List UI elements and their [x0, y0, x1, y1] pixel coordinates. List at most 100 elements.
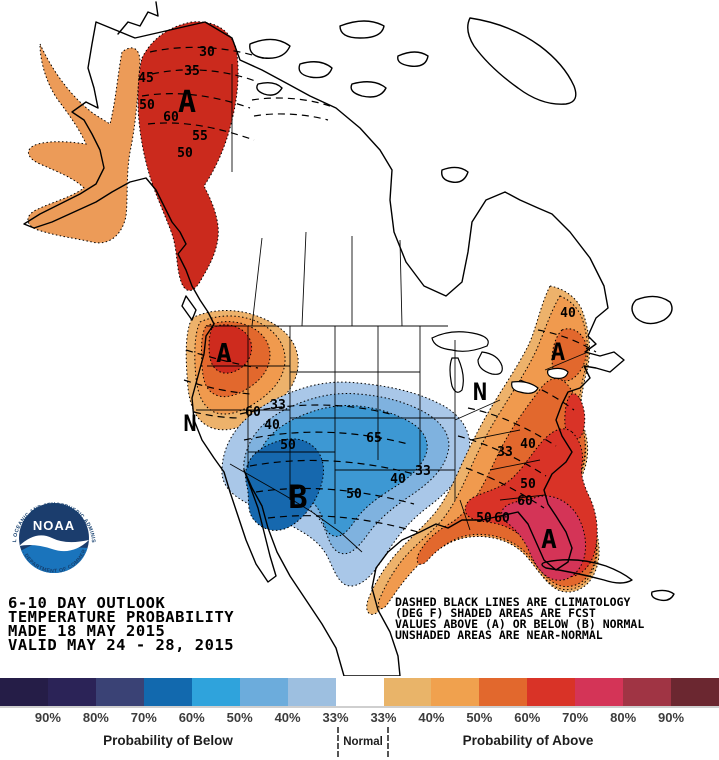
contour-value-label: 50 — [280, 438, 296, 453]
lake-ontario — [547, 367, 569, 379]
note-line-1: DASHED BLACK LINES ARE CLIMATOLOGY — [395, 595, 630, 609]
contour-value-label: 50 — [346, 487, 362, 502]
contour-value-label: 40 — [390, 472, 406, 487]
contour-value-label: 65 — [366, 431, 382, 446]
contour-value-label: 33 — [270, 398, 286, 413]
contour-value-label: 60 — [494, 511, 510, 526]
lake-huron — [477, 351, 503, 375]
colorbar-tick: 60% — [514, 710, 541, 725]
above-probability-label: Probability of Above — [462, 733, 594, 748]
alaska-above-fringe — [27, 43, 141, 244]
note-line-2: (DEG F) SHADED AREAS ARE FCST — [395, 606, 596, 620]
contour-value-label: 50 — [139, 98, 155, 113]
island-cuba — [541, 559, 633, 584]
anomaly-letter: N — [183, 412, 196, 437]
note-line-4: UNSHADED AREAS ARE NEAR-NORMAL — [395, 628, 603, 642]
contour-value-label: 50 — [520, 477, 536, 492]
contour-value-label: 40 — [264, 418, 280, 433]
colorbar-tick: 33% — [322, 710, 349, 725]
colorbar-segment — [95, 678, 144, 706]
probability-colorbar — [0, 678, 719, 708]
political-borders — [196, 64, 589, 553]
anomaly-letter: A — [216, 339, 232, 369]
colorbar-tick: 50% — [226, 710, 253, 725]
colorbar-segment — [431, 678, 480, 706]
logo-org-text: NOAA — [33, 518, 75, 533]
island-hispaniola — [650, 589, 675, 602]
normal-label: Normal — [343, 736, 383, 748]
colorbar-tick: 40% — [274, 710, 301, 725]
colorbar-segment — [623, 678, 672, 706]
colorbar-tick: 90% — [34, 710, 61, 725]
lake-erie — [511, 381, 539, 394]
anomaly-letters: A A B A A N N — [178, 85, 566, 555]
contour-value-label: 45 — [138, 71, 154, 86]
colorbar-tick: 50% — [466, 710, 493, 725]
above-normal-region-east-coast — [366, 285, 600, 615]
island-vancouver — [181, 295, 197, 321]
title-line-2: TEMPERATURE PROBABILITY — [8, 608, 234, 626]
colorbar-segment — [527, 678, 576, 706]
colorbar-segment — [575, 678, 624, 706]
below-normal-region-southwest — [221, 381, 471, 587]
contour-value-label: 33 — [415, 464, 431, 479]
colorbar-segment — [383, 678, 432, 706]
islands-arctic — [249, 20, 469, 183]
noaa-logo: NOAA NATIONAL OCEANIC AND ATMOSPHERIC AD… — [8, 488, 96, 575]
colorbar-segment — [287, 678, 336, 706]
lake-superior — [431, 331, 489, 352]
contour-value-label: 40 — [560, 306, 576, 321]
colorbar-segment — [239, 678, 288, 706]
colorbar-tick: 70% — [130, 710, 157, 725]
contour-value-label: 50 — [177, 146, 193, 161]
colorbar-segment — [671, 678, 719, 706]
normal-label-box: Normal — [337, 727, 389, 757]
anomaly-letter: N — [473, 378, 487, 406]
contour-value-label: 60 — [163, 110, 179, 125]
lake-michigan — [449, 357, 464, 393]
contour-value-label: 30 — [199, 45, 215, 60]
above-normal-region-alaska — [27, 21, 239, 292]
anomaly-letter: A — [178, 85, 196, 120]
island-newfoundland — [631, 295, 673, 325]
coastline-siberia-fragment — [117, 1, 159, 35]
contour-value-label: 50 — [476, 511, 492, 526]
colorbar-segment — [191, 678, 240, 706]
seagull-icon — [19, 535, 89, 552]
colorbar-segment — [47, 678, 96, 706]
coastline-north-america — [23, 1, 675, 677]
note-block: DASHED BLACK LINES ARE CLIMATOLOGY (DEG … — [395, 595, 644, 642]
colorbar-tick: 70% — [562, 710, 589, 725]
title-line-3: MADE 18 MAY 2015 — [8, 622, 165, 640]
colorbar-tick: 90% — [658, 710, 685, 725]
contour-value-label: 40 — [520, 437, 536, 452]
colorbar-tick: 40% — [418, 710, 445, 725]
colorbar-tick: 33% — [370, 710, 397, 725]
below-probability-label: Probability of Below — [103, 733, 233, 748]
pnw-above-60 — [208, 324, 253, 374]
anomaly-letter: B — [288, 478, 307, 516]
colorbar-segment — [479, 678, 528, 706]
colorbar-tick: 80% — [610, 710, 637, 725]
climatology-dashed-lines — [141, 46, 597, 533]
colorbar-tick: 80% — [82, 710, 109, 725]
title-block: 6-10 DAY OUTLOOK TEMPERATURE PROBABILITY… — [8, 594, 234, 654]
colorbar-segment — [335, 678, 384, 706]
above-normal-region-pacific-northwest — [185, 310, 299, 431]
title-line-4: VALID MAY 24 - 28, 2015 — [8, 636, 234, 654]
contour-value-label: 55 — [192, 129, 208, 144]
colorbar-segment — [143, 678, 192, 706]
colorbar-segment — [0, 678, 48, 706]
contour-value-label: 60 — [517, 494, 533, 509]
contour-value-label: 35 — [184, 64, 200, 79]
anomaly-letter: A — [551, 338, 566, 366]
great-lakes — [431, 331, 569, 394]
contour-value-label: 60 — [245, 405, 261, 420]
colorbar-tick: 60% — [178, 710, 205, 725]
note-line-3: VALUES ABOVE (A) OR BELOW (B) NORMAL — [395, 617, 644, 631]
island-baffin — [467, 17, 577, 105]
southwest-below-50 — [257, 405, 428, 537]
